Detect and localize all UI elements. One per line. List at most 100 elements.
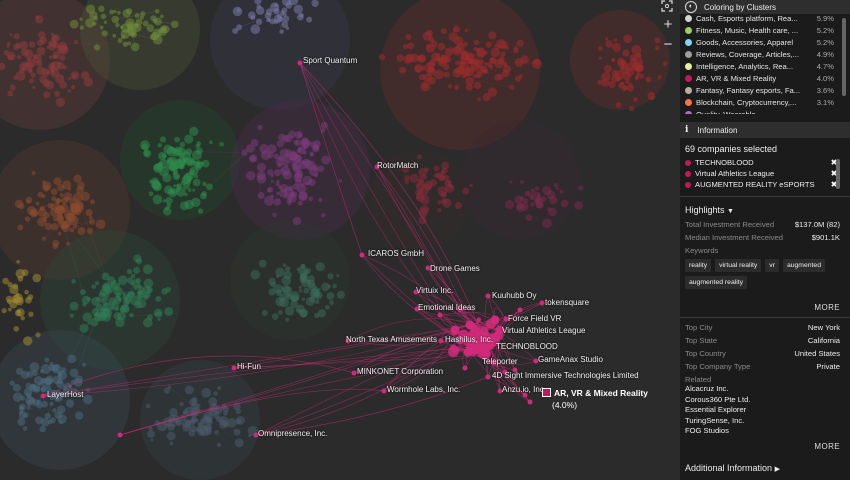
selected-scrollbar[interactable] xyxy=(836,159,840,189)
selected-company[interactable]: TECHNOBLOOD ✖ xyxy=(685,157,850,168)
cluster-pct: 5.2% xyxy=(816,37,834,47)
total-investment-label: Total Investment Received xyxy=(685,220,775,229)
zoom-out-button[interactable]: − xyxy=(663,36,673,53)
node-label-layerhost[interactable]: LayerHost xyxy=(47,390,84,399)
cluster-name: Fitness, Music, Health care, ... xyxy=(696,25,799,35)
node-label-tokensquare[interactable]: tokensquare xyxy=(545,298,590,307)
remove-icon[interactable]: ✖ xyxy=(830,169,838,178)
keyword-chip[interactable]: reality xyxy=(685,259,712,272)
cluster-color-dot xyxy=(685,110,692,114)
related-company[interactable]: FOG Studios xyxy=(685,426,729,435)
node-label-wormhole[interactable]: Wormhole Labs, Inc. xyxy=(387,385,461,394)
node-label-force-field-vr[interactable]: Force Field VR xyxy=(508,314,562,323)
node-label-anzu[interactable]: Anzu.io, Inc. xyxy=(502,385,547,394)
remove-icon[interactable]: ✖ xyxy=(830,180,838,189)
cluster-name: Reviews, Coverage, Articles,... xyxy=(696,49,799,59)
cluster-pct: 4.7% xyxy=(816,61,834,71)
selected-companies-list[interactable]: TECHNOBLOOD ✖ Virtual Athletics League ✖ AUG… xyxy=(680,157,850,191)
clusters-header[interactable]: ◐ Coloring by Clusters xyxy=(680,0,850,14)
company-dot xyxy=(685,181,691,188)
node-label-rotormatch[interactable]: RotorMatch xyxy=(377,161,419,170)
median-investment-row: Median Investment Received $901.1K xyxy=(680,231,850,244)
top-city-value: New York xyxy=(807,323,840,332)
median-investment-label: Median Investment Received xyxy=(685,233,783,242)
cluster-list[interactable]: Cash, Esports platform, Rea... 5.9% Fitnes… xyxy=(680,14,850,114)
node-label-hashilus[interactable]: Hashilus, Inc. xyxy=(445,335,494,344)
total-investment-value: $137.0M (82) xyxy=(794,220,840,229)
node-label-teleporter[interactable]: Teleporter xyxy=(482,357,518,366)
highlights-title: Highlights xyxy=(685,205,725,215)
selected-company[interactable]: playlabs✖ xyxy=(685,190,850,191)
additional-information-toggle[interactable]: Additional Information ▶ xyxy=(685,463,780,473)
network-graph[interactable]: Sport Quantum RotorMatch ICAROS GmbH Dro… xyxy=(0,0,680,480)
node-label-omnipresence[interactable]: Omnipresence, Inc. xyxy=(258,429,328,438)
fit-view-icon[interactable] xyxy=(661,0,675,12)
cluster-name: Cash, Esports platform, Rea... xyxy=(696,14,798,23)
side-panel: ◐ Coloring by Clusters Cash, Esports pla… xyxy=(680,0,850,480)
cluster-scrollbar[interactable] xyxy=(842,18,846,96)
cluster-item[interactable]: Cash, Esports platform, Rea... 5.9% xyxy=(685,14,850,24)
palette-icon: ◐ xyxy=(685,1,697,13)
related-label: Related xyxy=(685,375,712,384)
highlights-toggle[interactable]: Highlights ▼ xyxy=(680,202,850,218)
related-company[interactable]: Essential Explorer xyxy=(685,405,747,414)
cluster-color-dot xyxy=(685,62,692,70)
node-label-4d-sight[interactable]: 4D Sight Immersive Technologies Limited xyxy=(492,371,639,380)
keyword-chip[interactable]: virtual reality xyxy=(715,259,762,272)
caret-down-icon: ▼ xyxy=(727,208,734,215)
cluster-color-dot xyxy=(685,50,692,58)
related-company[interactable]: Corous360 Pte Ltd. xyxy=(685,394,751,404)
cluster-item[interactable]: Fantasy, Fantasy esports, Fa... 3.6% xyxy=(685,84,850,96)
information-header[interactable]: i Information xyxy=(680,122,850,138)
node-label-north-texas[interactable]: North Texas Amusements xyxy=(346,335,438,344)
more-related-button[interactable]: MORE xyxy=(814,441,840,451)
node-label-emotional-ideas[interactable]: Emotional Ideas xyxy=(418,303,476,312)
cluster-pct: 4.9% xyxy=(816,49,834,59)
node-label-sport-quantum[interactable]: Sport Quantum xyxy=(303,56,358,65)
cluster-pct: 3.1% xyxy=(816,97,834,107)
company-dot xyxy=(685,170,691,177)
top-type-row: Top Company Type Private xyxy=(680,360,850,373)
keyword-chip[interactable]: vr xyxy=(765,259,779,272)
related-list: Alcacruz Inc. Corous360 Pte Ltd. Essential… xyxy=(680,384,850,437)
node-label-virtuix[interactable]: Virtuix Inc. xyxy=(416,286,454,295)
node-label-hi-fun[interactable]: Hi-Fun xyxy=(237,362,262,371)
keyword-chip[interactable]: augmented xyxy=(782,259,825,272)
information-title: Information xyxy=(697,125,738,135)
node-label-drone-games[interactable]: Drone Games xyxy=(430,264,480,273)
top-city-label: Top City xyxy=(685,323,713,332)
cluster-item[interactable]: Intelligence, Analytics, Rea... 4.7% xyxy=(685,60,850,72)
keyword-chip[interactable]: augmented reality xyxy=(685,276,748,289)
zoom-in-button[interactable]: + xyxy=(663,16,673,33)
network-canvas[interactable] xyxy=(0,0,680,480)
selected-cluster-tag[interactable]: AR, VR & Mixed Reality (4.0%) xyxy=(542,387,648,411)
node-label-gameanax[interactable]: GameAnax Studio xyxy=(538,355,603,364)
additional-information-title: Additional Information xyxy=(685,463,773,473)
node-label-minkonet[interactable]: MINKONET Corporation xyxy=(357,367,444,376)
cluster-item[interactable]: Quality, Wearable, ... xyxy=(685,108,850,114)
median-investment-value: $901.1K xyxy=(811,233,840,242)
selected-company[interactable]: Virtual Athletics League ✖ xyxy=(685,168,850,179)
cluster-color-dot xyxy=(685,38,692,46)
related-company[interactable]: Alcacruz Inc. xyxy=(685,384,729,393)
related-company[interactable]: TuringSense, Inc. xyxy=(685,415,745,425)
node-label-icaros[interactable]: ICAROS GmbH xyxy=(368,249,425,258)
cluster-pct: 4.0% xyxy=(816,73,834,83)
selected-company[interactable]: AUGMENTED REALITY eSPORTS ✖ xyxy=(685,179,850,190)
node-label-kuuhubb[interactable]: Kuuhubb Oy xyxy=(492,291,537,300)
information-section: 69 companies selected TECHNOBLOOD ✖ Virtua… xyxy=(680,138,850,453)
cluster-item[interactable]: Blockchain, Cryptocurrency,... 3.1% xyxy=(685,96,850,108)
top-state-value: California xyxy=(807,336,840,345)
node-label-technoblood[interactable]: TECHNOBLOOD xyxy=(496,342,558,351)
cluster-item[interactable]: Reviews, Coverage, Articles,... 4.9% xyxy=(685,48,850,60)
node-label-virtual-athletics[interactable]: Virtual Athletics League xyxy=(502,326,586,335)
cluster-color-dot xyxy=(685,14,692,22)
divider xyxy=(680,196,850,197)
cluster-item[interactable]: AR, VR & Mixed Reality 4.0% xyxy=(685,72,850,84)
more-keywords-button[interactable]: MORE xyxy=(814,303,840,312)
top-city-row: Top City New York xyxy=(680,321,850,334)
cluster-item[interactable]: Fitness, Music, Health care, ... 5.2% xyxy=(685,24,850,36)
cluster-item[interactable]: Goods, Accessories, Apparel 5.2% xyxy=(685,36,850,48)
remove-icon[interactable]: ✖ xyxy=(830,158,838,167)
cluster-swatch xyxy=(542,388,551,397)
